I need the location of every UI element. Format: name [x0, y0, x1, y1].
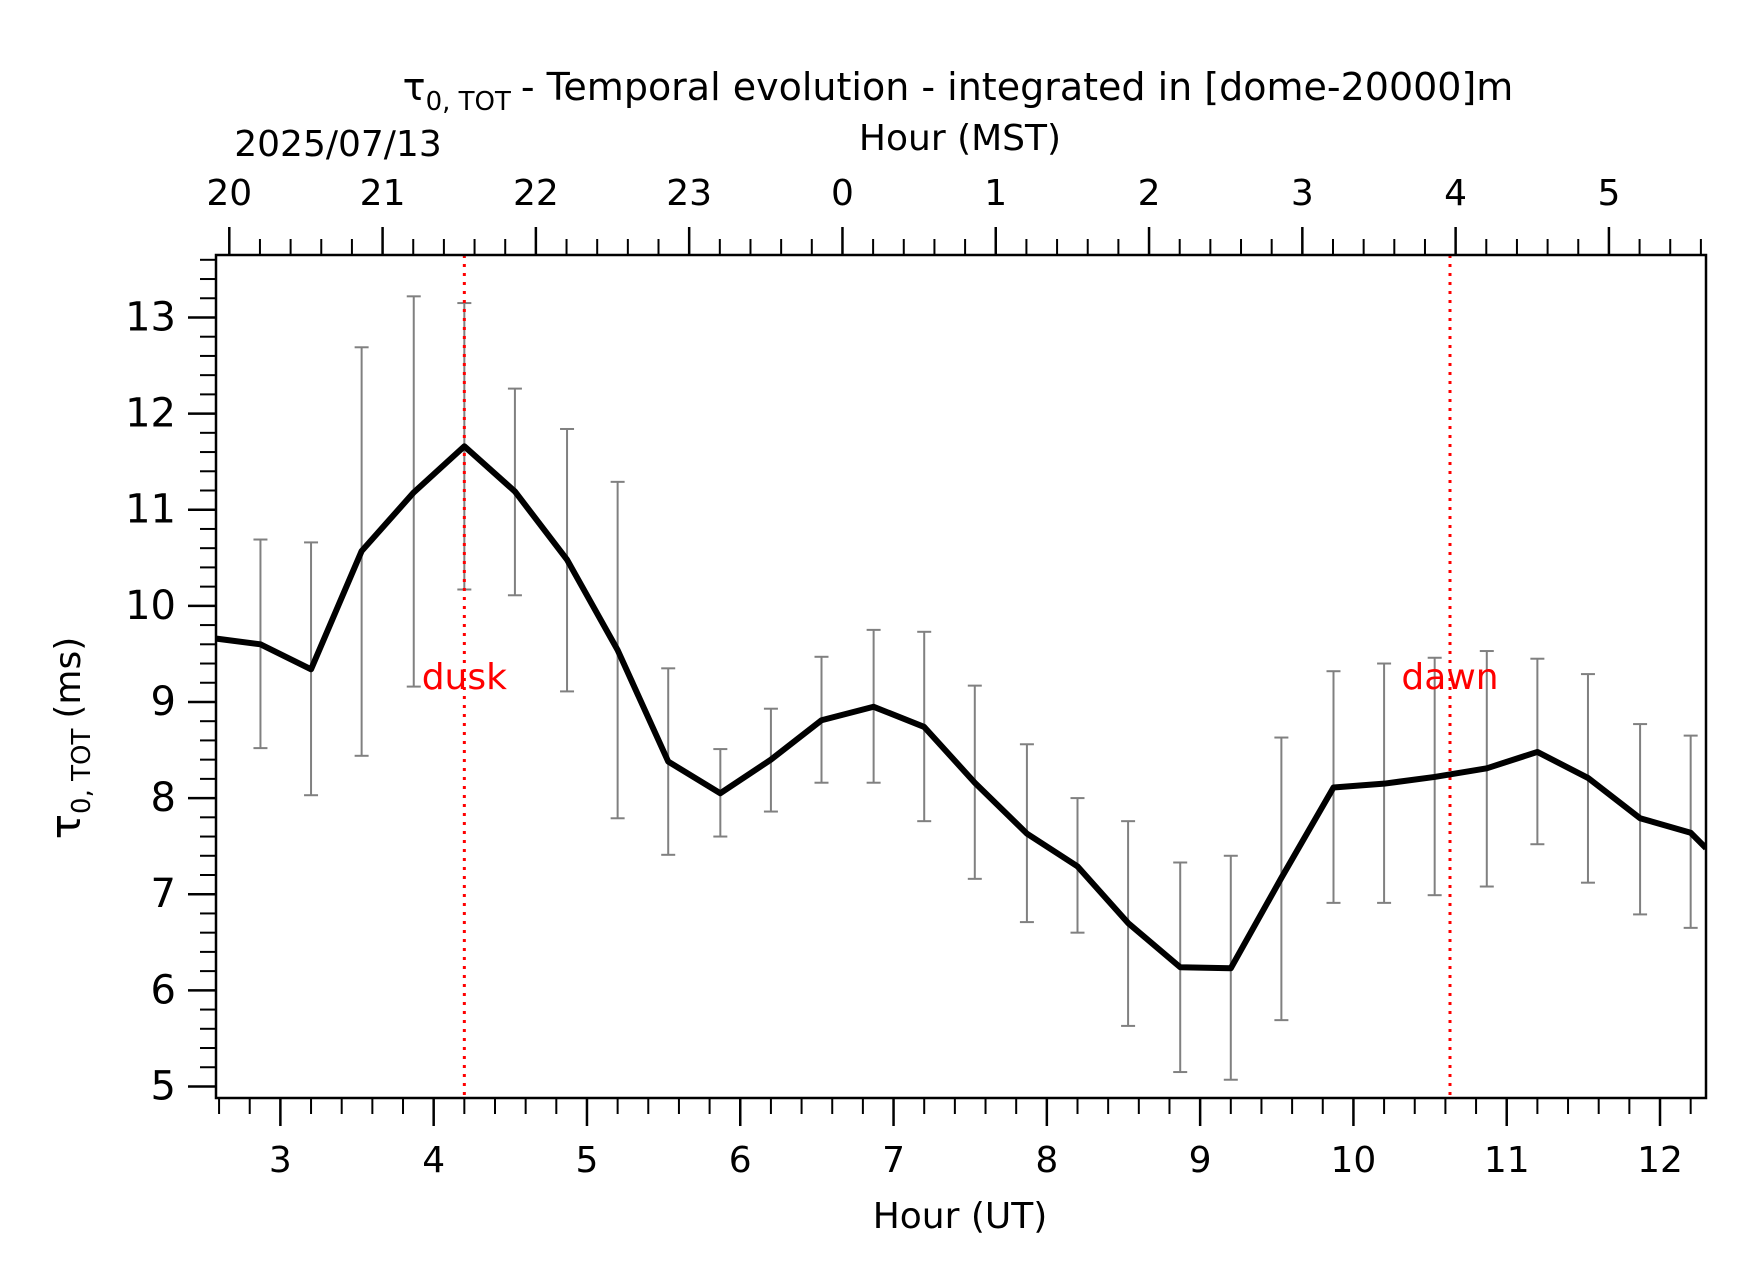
- x-top-tick-label: 22: [513, 173, 559, 214]
- x-top-tick-label: 0: [831, 173, 854, 214]
- x-axis-top-title: Hour (MST): [859, 118, 1061, 159]
- chart-title: τ0, TOT - Temporal evolution - integrated…: [403, 65, 1514, 117]
- y-tick-label: 11: [125, 487, 176, 533]
- series-line: [216, 443, 1706, 972]
- x-axis-title: Hour (UT): [873, 1196, 1048, 1237]
- y-axis-title: τ0, TOT (ms): [41, 637, 97, 840]
- x-tick-label: 5: [576, 1140, 599, 1181]
- x-tick-label: 10: [1331, 1140, 1377, 1181]
- x-tick-label: 3: [269, 1140, 292, 1181]
- y-tick-label: 5: [151, 1063, 176, 1109]
- y-tick-label: 8: [151, 775, 176, 821]
- x-top-tick-label: 4: [1444, 173, 1467, 214]
- title-symbol-subscript: 0, TOT: [426, 87, 511, 117]
- x-top-tick-label: 23: [666, 173, 712, 214]
- y-axis-unit: (ms): [48, 637, 89, 719]
- event-label-dusk: dusk: [422, 657, 507, 698]
- y-tick-label: 12: [125, 391, 176, 437]
- date-label: 2025/07/13: [234, 124, 442, 165]
- title-symbol: τ: [403, 65, 426, 109]
- svg-text:τ0, TOT- Temporal evolution -: τ0, TOT - Temporal evolution - integrated…: [403, 65, 1514, 117]
- title-text: - Temporal evolution - integrated in [do…: [521, 65, 1513, 109]
- plot-frame: [214, 253, 1708, 1100]
- x-top-tick-label: 21: [360, 173, 406, 214]
- x-tick-label: 11: [1484, 1140, 1530, 1181]
- x-top-tick-label: 1: [984, 173, 1007, 214]
- x-top-tick-label: 2: [1138, 173, 1161, 214]
- x-tick-label: 8: [1035, 1140, 1058, 1181]
- y-tick-label: 7: [151, 871, 176, 917]
- x-top-tick-label: 3: [1291, 173, 1314, 214]
- x-tick-label: 4: [422, 1140, 445, 1181]
- x-top-tick-label: 20: [206, 173, 252, 214]
- y-tick-label: 10: [125, 583, 176, 629]
- x-tick-label: 6: [729, 1140, 752, 1181]
- y-tick-label: 9: [151, 679, 176, 725]
- y-tick-label: 13: [125, 294, 176, 340]
- x-tick-label: 12: [1637, 1140, 1683, 1181]
- event-label-dawn: dawn: [1401, 657, 1498, 698]
- x-top-tick-label: 5: [1597, 173, 1620, 214]
- x-tick-label: 7: [882, 1140, 905, 1181]
- y-tick-label: 6: [151, 967, 176, 1013]
- y-axis-symbol-subscript: 0, TOT: [67, 729, 97, 814]
- y-axis-symbol: τ: [41, 814, 90, 839]
- x-tick-label: 9: [1189, 1140, 1212, 1181]
